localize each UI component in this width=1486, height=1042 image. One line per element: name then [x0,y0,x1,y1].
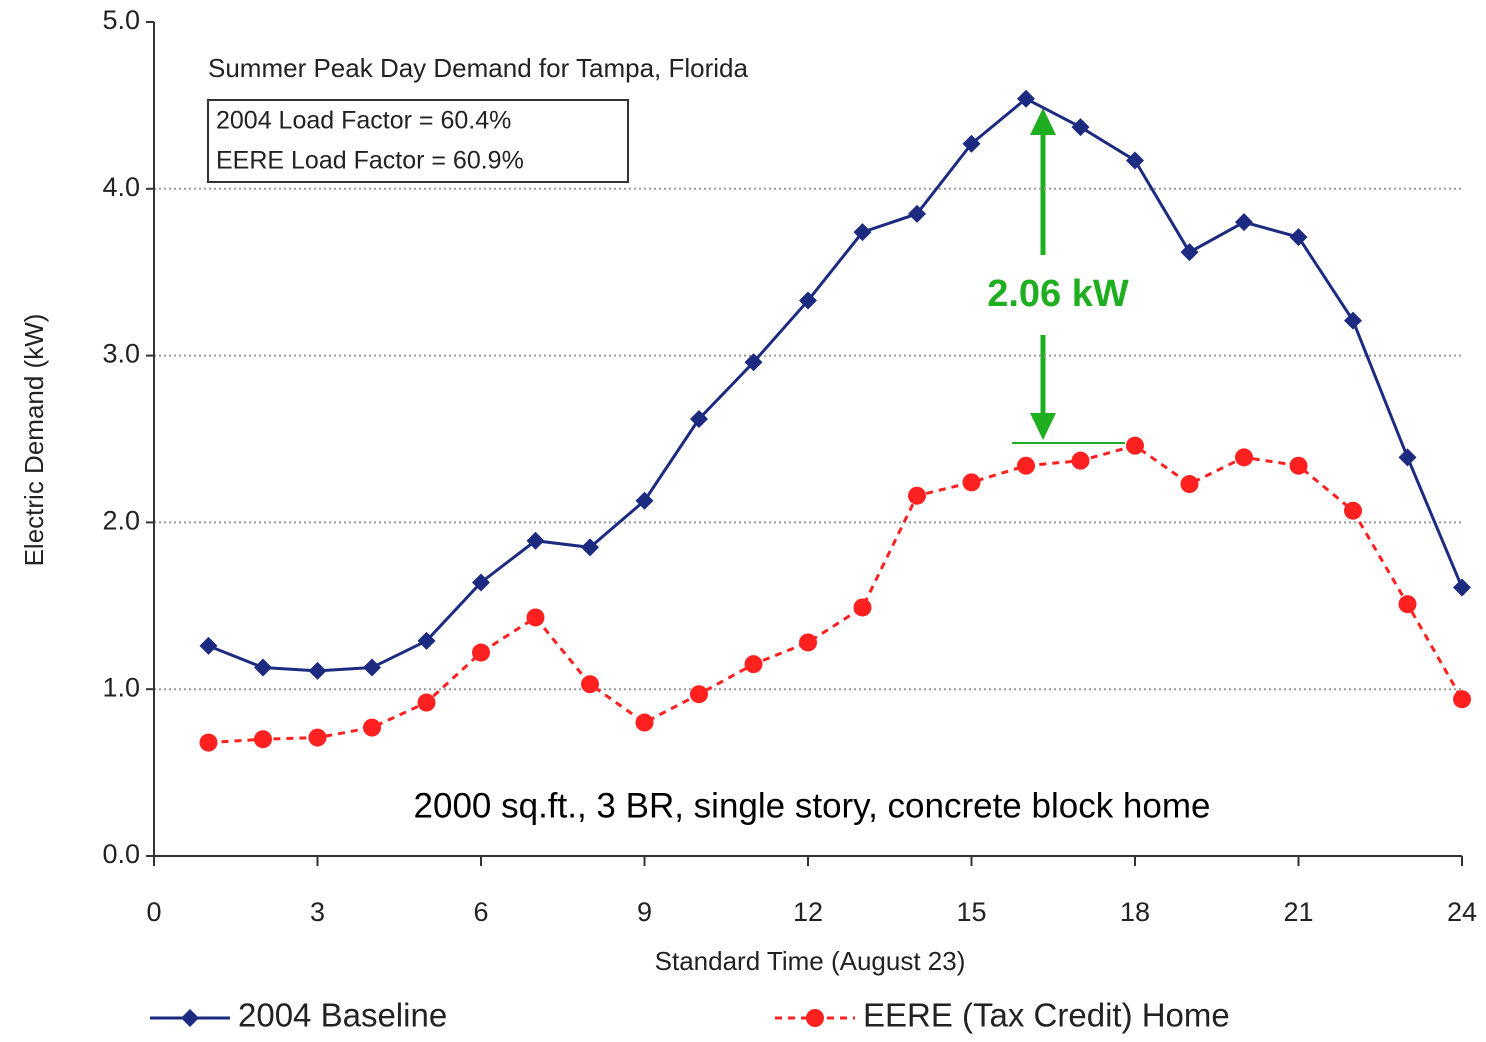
marker [962,134,981,153]
y-tick-label: 3.0 [102,339,140,369]
marker [744,353,763,372]
x-tick-label: 0 [146,897,161,927]
marker [254,730,272,749]
marker [635,491,654,510]
y-tick-label: 5.0 [102,5,140,35]
marker [1180,475,1199,494]
marker [1126,151,1144,170]
x-tick-label: 15 [956,897,986,927]
marker [962,473,981,492]
marker [472,643,490,662]
marker [526,608,545,627]
marker [853,598,872,617]
marker [690,685,708,704]
series-line [207,96,1464,673]
marker [417,693,436,712]
marker [199,733,218,752]
marker [1453,690,1471,709]
x-tick-label: 3 [310,897,325,927]
arrow [1012,108,1125,444]
annotation: 2000 sq.ft., 3 BR, single story, concret… [414,786,1211,825]
x-tick-label: 24 [1447,897,1477,927]
marker [1289,228,1308,247]
x-axis-label: Standard Time (August 23) [655,946,966,976]
annotation: EERE Load Factor = 60.9% [216,147,524,175]
marker [254,658,272,677]
marker [806,1009,824,1027]
marker [1344,501,1362,520]
x-tick-label: 12 [793,897,823,927]
x-tick-label: 21 [1283,897,1313,927]
x-tick-label: 18 [1120,897,1150,927]
marker [799,633,817,652]
marker [581,538,599,557]
marker [1180,243,1199,262]
marker [1344,311,1362,330]
marker [1126,436,1144,455]
marker [1017,456,1035,475]
marker [417,631,436,650]
marker [472,573,490,592]
marker [199,636,218,655]
annotation-box [207,99,629,183]
annotation: 2004 Load Factor = 60.4% [216,107,511,135]
marker [308,728,327,747]
marker [1289,456,1308,475]
marker [363,658,381,677]
y-axis-label: Electric Demand (kW) [19,314,49,567]
marker [799,291,817,310]
series-line [208,444,1464,745]
marker [908,486,926,505]
legend-label: EERE (Tax Credit) Home [863,997,1230,1034]
marker [1398,448,1417,467]
marker [1071,118,1090,137]
annotation: Summer Peak Day Demand for Tampa, Florid… [208,53,748,83]
annotation: 2.06 kW [987,273,1129,315]
marker [1398,595,1417,614]
marker [853,223,872,242]
legend-label: 2004 Baseline [238,997,447,1034]
marker [581,675,599,694]
marker [526,531,545,550]
marker [1453,578,1471,597]
marker [908,204,926,223]
marker [308,661,327,680]
marker [1235,213,1253,232]
x-tick-label: 6 [473,897,488,927]
marker [690,409,708,428]
marker [635,713,654,732]
y-tick-label: 1.0 [102,672,140,702]
y-tick-label: 2.0 [102,506,140,536]
y-tick-label: 0.0 [102,839,140,869]
y-tick-label: 4.0 [102,172,140,202]
marker [181,1009,199,1027]
marker [1017,89,1035,108]
marker [363,718,381,737]
marker [1071,451,1090,470]
x-tick-label: 9 [637,897,652,927]
marker [1235,448,1253,467]
marker [744,655,763,674]
